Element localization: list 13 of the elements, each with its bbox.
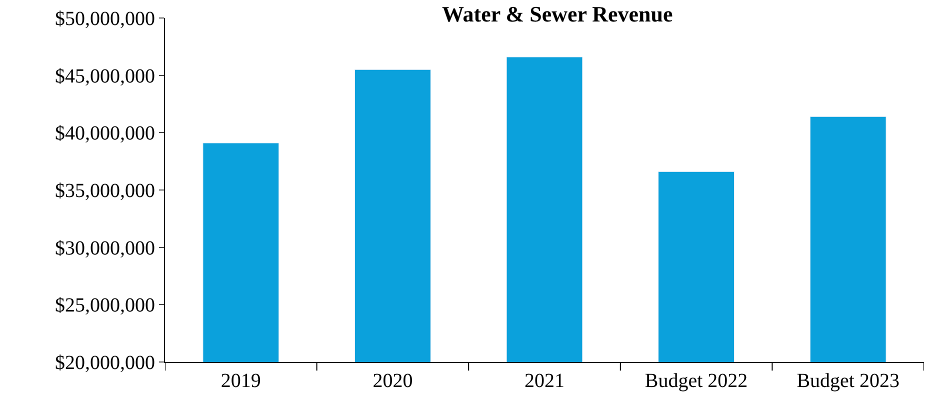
y-tick-label: $30,000,000 bbox=[55, 237, 155, 260]
y-tick-label: $35,000,000 bbox=[55, 180, 155, 202]
y-tick-label: $20,000,000 bbox=[55, 352, 155, 374]
y-tick-label: $40,000,000 bbox=[55, 122, 155, 145]
y-tick-label: $50,000,000 bbox=[55, 8, 155, 30]
y-tick-label: $25,000,000 bbox=[55, 294, 155, 317]
x-tick-label: 2019 bbox=[220, 370, 261, 392]
x-tick-label: 2021 bbox=[524, 370, 564, 392]
x-tick-label: Budget 2022 bbox=[644, 370, 748, 392]
y-tick-label: $45,000,000 bbox=[55, 65, 155, 88]
x-tick-label: 2020 bbox=[372, 370, 413, 392]
x-tick-label: Budget 2023 bbox=[796, 370, 900, 392]
chart-title: Water & Sewer Revenue bbox=[442, 2, 674, 27]
